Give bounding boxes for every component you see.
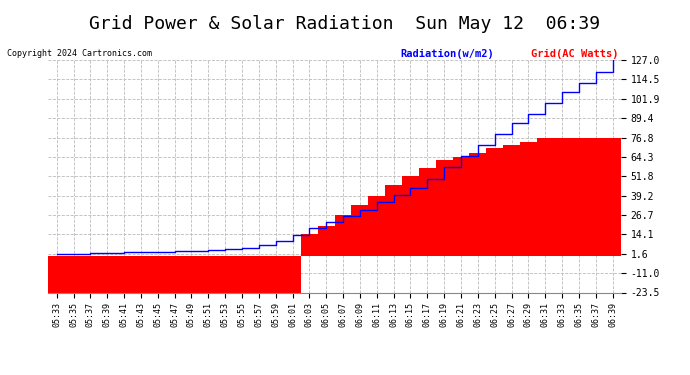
Bar xyxy=(116,256,132,292)
Bar xyxy=(385,185,402,256)
Bar xyxy=(604,138,621,256)
Bar xyxy=(183,256,200,292)
Bar xyxy=(318,226,335,256)
Bar xyxy=(469,153,486,256)
Bar xyxy=(301,234,318,256)
Text: Copyright 2024 Cartronics.com: Copyright 2024 Cartronics.com xyxy=(7,49,152,58)
Bar xyxy=(267,256,284,292)
Bar xyxy=(166,256,183,292)
Bar xyxy=(65,256,82,292)
Bar xyxy=(520,142,537,256)
Text: Grid(AC Watts): Grid(AC Watts) xyxy=(531,49,619,59)
Bar xyxy=(587,138,604,256)
Bar xyxy=(284,256,301,292)
Bar xyxy=(234,256,250,292)
Bar xyxy=(419,168,435,256)
Bar xyxy=(435,160,453,256)
Bar xyxy=(132,256,149,292)
Bar xyxy=(486,148,503,256)
Bar xyxy=(571,138,587,256)
Bar xyxy=(402,176,419,256)
Bar xyxy=(217,256,234,292)
Bar xyxy=(335,215,351,256)
Bar xyxy=(82,256,99,292)
Bar xyxy=(553,138,571,256)
Bar xyxy=(368,196,385,256)
Bar xyxy=(48,256,65,292)
Bar xyxy=(503,145,520,256)
Text: Grid Power & Solar Radiation  Sun May 12  06:39: Grid Power & Solar Radiation Sun May 12 … xyxy=(90,15,600,33)
Bar xyxy=(149,256,166,292)
Bar xyxy=(200,256,217,292)
Bar xyxy=(250,256,267,292)
Text: Radiation(w/m2): Radiation(w/m2) xyxy=(400,49,494,59)
Bar xyxy=(351,205,368,256)
Bar xyxy=(99,256,116,292)
Bar xyxy=(453,157,469,256)
Bar xyxy=(537,138,553,256)
